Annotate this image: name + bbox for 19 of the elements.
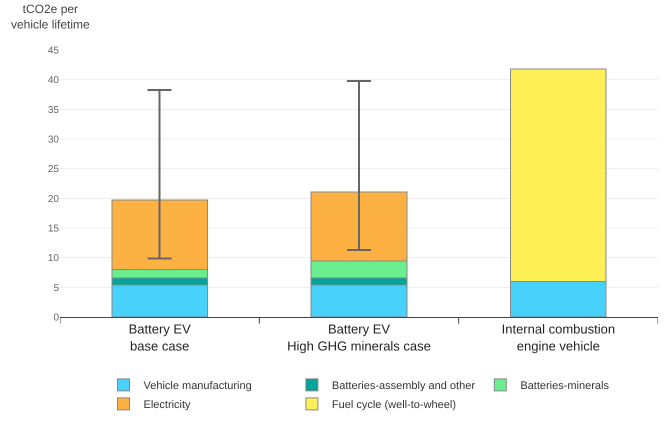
y-tick-label: 25	[48, 164, 60, 176]
legend-label: Batteries-minerals	[520, 380, 610, 392]
y-tick-label: 40	[48, 75, 60, 86]
legend-label: Electricity	[144, 399, 192, 412]
y-tick-label: 15	[48, 224, 60, 234]
y-tick-label: 35	[48, 104, 60, 116]
y-axis-title: tCO2e per vehicle lifetime	[11, 2, 90, 32]
y-tick-label: 10	[48, 253, 60, 264]
y-tick-label: 20	[48, 194, 60, 205]
legend-label: Batteries-assembly and other	[332, 380, 476, 392]
x-tick-label: Battery EV base case	[128, 322, 192, 354]
y-tick-label: 0	[53, 312, 60, 324]
y-tick-label: 30	[48, 134, 60, 146]
legend-label: Vehicle manufacturing	[144, 380, 252, 392]
x-tick-label: Internal combustion engine vehicle	[502, 322, 616, 354]
x-tick-label: Battery EV High GHG minerals case	[287, 322, 431, 354]
y-tick-label: 45	[48, 46, 60, 56]
y-tick-label: 5	[53, 282, 60, 294]
legend-label: Fuel cycle (well-to-wheel)	[332, 399, 456, 412]
